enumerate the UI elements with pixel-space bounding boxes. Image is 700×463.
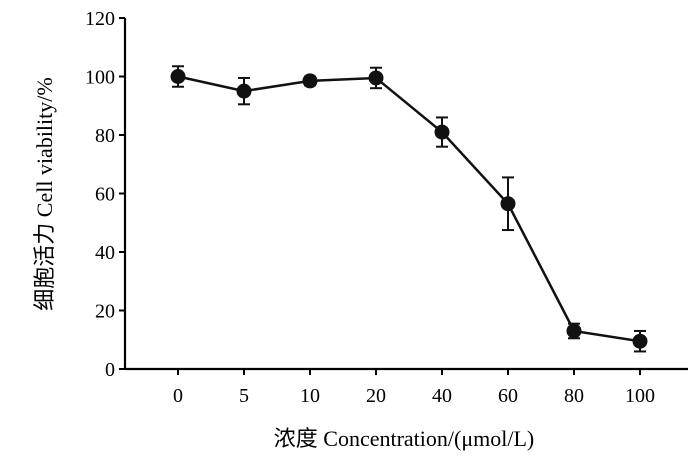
x-tick-label: 20 <box>366 385 386 407</box>
series-line <box>177 75 641 343</box>
data-point <box>170 69 186 84</box>
data-point <box>632 333 648 349</box>
x-tick-label: 60 <box>498 385 518 407</box>
y-tick-label: 120 <box>85 8 115 30</box>
x-tick-label: 10 <box>300 385 320 407</box>
data-point <box>302 73 318 89</box>
data-point <box>566 323 582 339</box>
x-tick-label: 80 <box>564 385 584 407</box>
y-tick-label: 40 <box>95 242 115 264</box>
y-tick-label: 80 <box>95 125 115 147</box>
data-point <box>236 83 252 99</box>
data-point <box>368 70 384 86</box>
x-tick-label: 0 <box>173 385 183 407</box>
data-point <box>500 196 516 212</box>
x-tick-label: 100 <box>625 385 655 407</box>
x-tick-label: 40 <box>432 385 452 407</box>
y-tick-label: 60 <box>95 184 115 206</box>
x-tick-label: 5 <box>239 385 249 407</box>
data-point <box>434 124 450 140</box>
x-axis-title: 浓度 Concentration/(μmol/L) <box>274 426 534 451</box>
y-tick-label: 100 <box>85 67 115 89</box>
y-axis-title: 细胞活力 Cell viability/% <box>32 77 57 310</box>
y-tick-label: 20 <box>95 301 115 323</box>
y-tick-label: 0 <box>105 359 115 381</box>
